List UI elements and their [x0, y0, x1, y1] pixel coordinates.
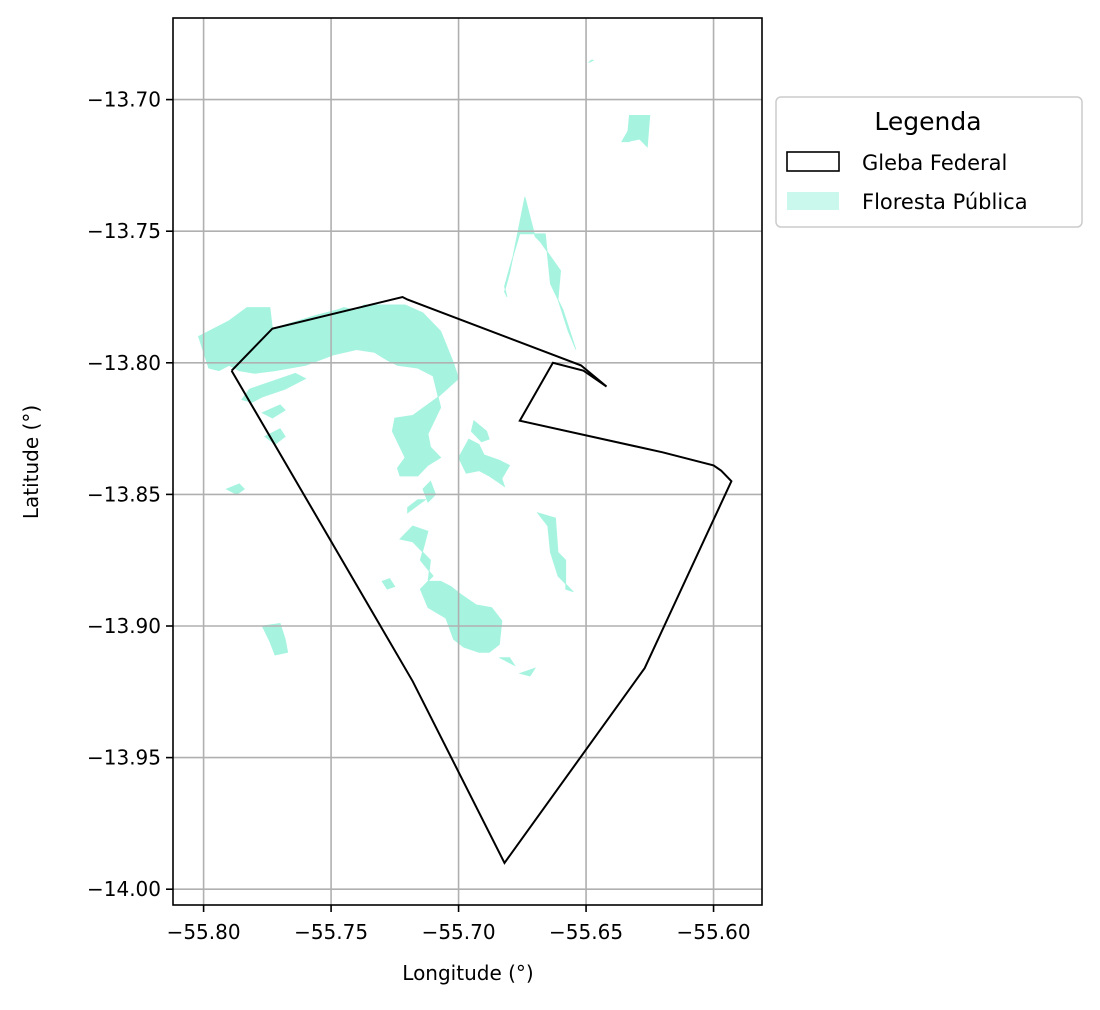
y-tick-label: −13.80	[87, 351, 161, 375]
y-tick-label: −13.90	[87, 614, 161, 638]
floresta-publica-patch	[261, 404, 286, 419]
floresta-publica-patch	[458, 438, 511, 488]
floresta-publica-patch	[381, 578, 396, 590]
floresta-publica-patch	[399, 525, 503, 653]
x-tick-label: −55.65	[549, 920, 623, 944]
floresta-publica-patch	[504, 196, 577, 350]
floresta-publica-patch	[499, 657, 516, 667]
y-tick-label: −13.85	[87, 482, 161, 506]
y-tick-label: −13.70	[87, 88, 161, 112]
floresta-publica-patch	[536, 512, 574, 593]
axis-ticks: −55.80 −55.75 −55.70 −55.65 −55.60 −13.70 −13.…	[87, 88, 751, 944]
legend-title: Legenda	[874, 107, 981, 136]
y-axis-label: Latitude (°)	[19, 405, 43, 519]
floresta-publica-patch	[588, 59, 594, 64]
floresta-publica-patch	[518, 667, 537, 677]
legend: Legenda Gleba Federal Floresta Pública	[775, 96, 1083, 228]
legend-swatch-gleba-federal	[786, 151, 840, 172]
floresta-publica-patch	[621, 127, 630, 143]
y-tick-label: −14.00	[87, 877, 161, 901]
y-tick-label: −13.75	[87, 219, 161, 243]
legend-frame	[775, 96, 1083, 228]
x-tick-label: −55.75	[294, 920, 368, 944]
y-tick-label: −13.95	[87, 746, 161, 770]
x-tick-label: −55.80	[167, 920, 241, 944]
floresta-publica-patch	[264, 428, 286, 445]
floresta-publica-layer	[198, 59, 651, 677]
x-axis-label: Longitude (°)	[402, 961, 533, 985]
grid	[173, 18, 762, 905]
floresta-publica-patch	[198, 304, 460, 477]
floresta-publica-patch	[470, 419, 490, 443]
legend-swatch-floresta-publica	[787, 192, 839, 210]
gleba-federal-layer	[230, 295, 733, 865]
plot-frame	[172, 17, 763, 906]
floresta-publica-patch	[407, 499, 427, 514]
floresta-publica-patch	[261, 622, 289, 656]
legend-label-gleba-federal: Gleba Federal	[862, 151, 1007, 175]
gleba-federal-boundary	[230, 295, 733, 865]
x-tick-label: −55.70	[422, 920, 496, 944]
floresta-publica-patch	[422, 480, 437, 504]
legend-label-floresta-publica: Floresta Pública	[862, 190, 1028, 214]
floresta-publica-patch	[626, 115, 651, 148]
floresta-publica-patch	[225, 483, 246, 495]
x-tick-label: −55.60	[677, 920, 751, 944]
floresta-publica-patch	[241, 372, 307, 403]
